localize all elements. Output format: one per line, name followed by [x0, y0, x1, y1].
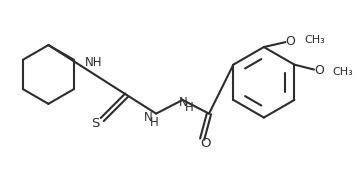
Text: O: O	[314, 64, 324, 77]
Text: N: N	[144, 111, 153, 124]
Text: NH: NH	[85, 56, 102, 69]
Text: O: O	[200, 137, 211, 151]
Text: CH₃: CH₃	[304, 35, 325, 45]
Text: H: H	[150, 116, 159, 129]
Text: O: O	[285, 35, 295, 48]
Text: CH₃: CH₃	[333, 66, 353, 77]
Text: H: H	[185, 101, 194, 114]
Text: S: S	[91, 117, 100, 130]
Text: N: N	[179, 96, 188, 109]
